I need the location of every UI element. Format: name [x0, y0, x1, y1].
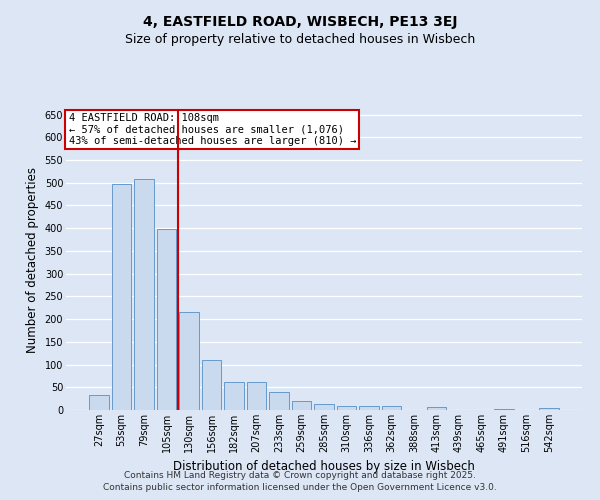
Bar	[224, 382, 244, 410]
Bar	[427, 408, 446, 410]
Bar	[494, 408, 514, 410]
Text: 4, EASTFIELD ROAD, WISBECH, PE13 3EJ: 4, EASTFIELD ROAD, WISBECH, PE13 3EJ	[143, 15, 457, 29]
Bar	[112, 184, 131, 410]
Bar	[134, 179, 154, 410]
Bar	[89, 395, 109, 410]
Bar	[337, 406, 356, 410]
Y-axis label: Number of detached properties: Number of detached properties	[26, 167, 39, 353]
Bar	[539, 408, 559, 410]
Text: Contains HM Land Registry data © Crown copyright and database right 2025.: Contains HM Land Registry data © Crown c…	[124, 471, 476, 480]
Text: Size of property relative to detached houses in Wisbech: Size of property relative to detached ho…	[125, 32, 475, 46]
Bar	[382, 406, 401, 410]
Bar	[292, 402, 311, 410]
Bar	[247, 382, 266, 410]
Bar	[359, 406, 379, 410]
Bar	[202, 360, 221, 410]
Text: 4 EASTFIELD ROAD: 108sqm
← 57% of detached houses are smaller (1,076)
43% of sem: 4 EASTFIELD ROAD: 108sqm ← 57% of detach…	[68, 113, 356, 146]
Bar	[314, 404, 334, 410]
Bar	[157, 229, 176, 410]
X-axis label: Distribution of detached houses by size in Wisbech: Distribution of detached houses by size …	[173, 460, 475, 473]
Bar	[269, 392, 289, 410]
Text: Contains public sector information licensed under the Open Government Licence v3: Contains public sector information licen…	[103, 484, 497, 492]
Bar	[179, 312, 199, 410]
